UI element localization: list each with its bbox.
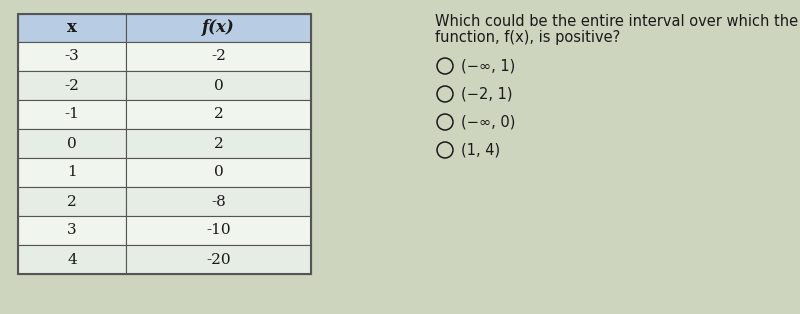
Bar [126, 42, 311, 71]
Bar [18, 216, 126, 245]
Bar [18, 14, 311, 274]
Bar [18, 71, 126, 100]
Text: -10: -10 [206, 224, 231, 237]
Text: (1, 4): (1, 4) [461, 143, 500, 158]
Bar [126, 216, 311, 245]
Text: 2: 2 [214, 137, 223, 150]
Text: -2: -2 [211, 50, 226, 63]
Text: 0: 0 [214, 165, 223, 180]
Bar [126, 187, 311, 216]
Text: 2: 2 [214, 107, 223, 122]
Text: 0: 0 [214, 78, 223, 93]
Text: -2: -2 [65, 78, 79, 93]
Text: 3: 3 [67, 224, 77, 237]
Bar [18, 129, 126, 158]
Bar [126, 14, 311, 42]
Text: function, f(x), is positive?: function, f(x), is positive? [435, 30, 620, 45]
Bar [18, 14, 126, 42]
Bar [126, 245, 311, 274]
Bar [126, 129, 311, 158]
Text: 1: 1 [67, 165, 77, 180]
Text: -20: -20 [206, 252, 231, 267]
Text: x: x [67, 19, 77, 36]
Text: f(x): f(x) [202, 19, 235, 36]
Bar [18, 245, 126, 274]
Text: -8: -8 [211, 194, 226, 208]
Text: 4: 4 [67, 252, 77, 267]
Text: -3: -3 [65, 50, 79, 63]
Bar [18, 187, 126, 216]
Text: (−∞, 0): (−∞, 0) [461, 115, 515, 129]
Bar [126, 100, 311, 129]
Bar [18, 100, 126, 129]
Bar [18, 42, 126, 71]
Text: Which could be the entire interval over which the: Which could be the entire interval over … [435, 14, 798, 29]
Text: (−∞, 1): (−∞, 1) [461, 58, 515, 73]
Text: 0: 0 [67, 137, 77, 150]
Text: 2: 2 [67, 194, 77, 208]
Bar [18, 158, 126, 187]
Text: (−2, 1): (−2, 1) [461, 86, 513, 101]
Bar [126, 158, 311, 187]
Text: -1: -1 [65, 107, 79, 122]
Bar [126, 71, 311, 100]
